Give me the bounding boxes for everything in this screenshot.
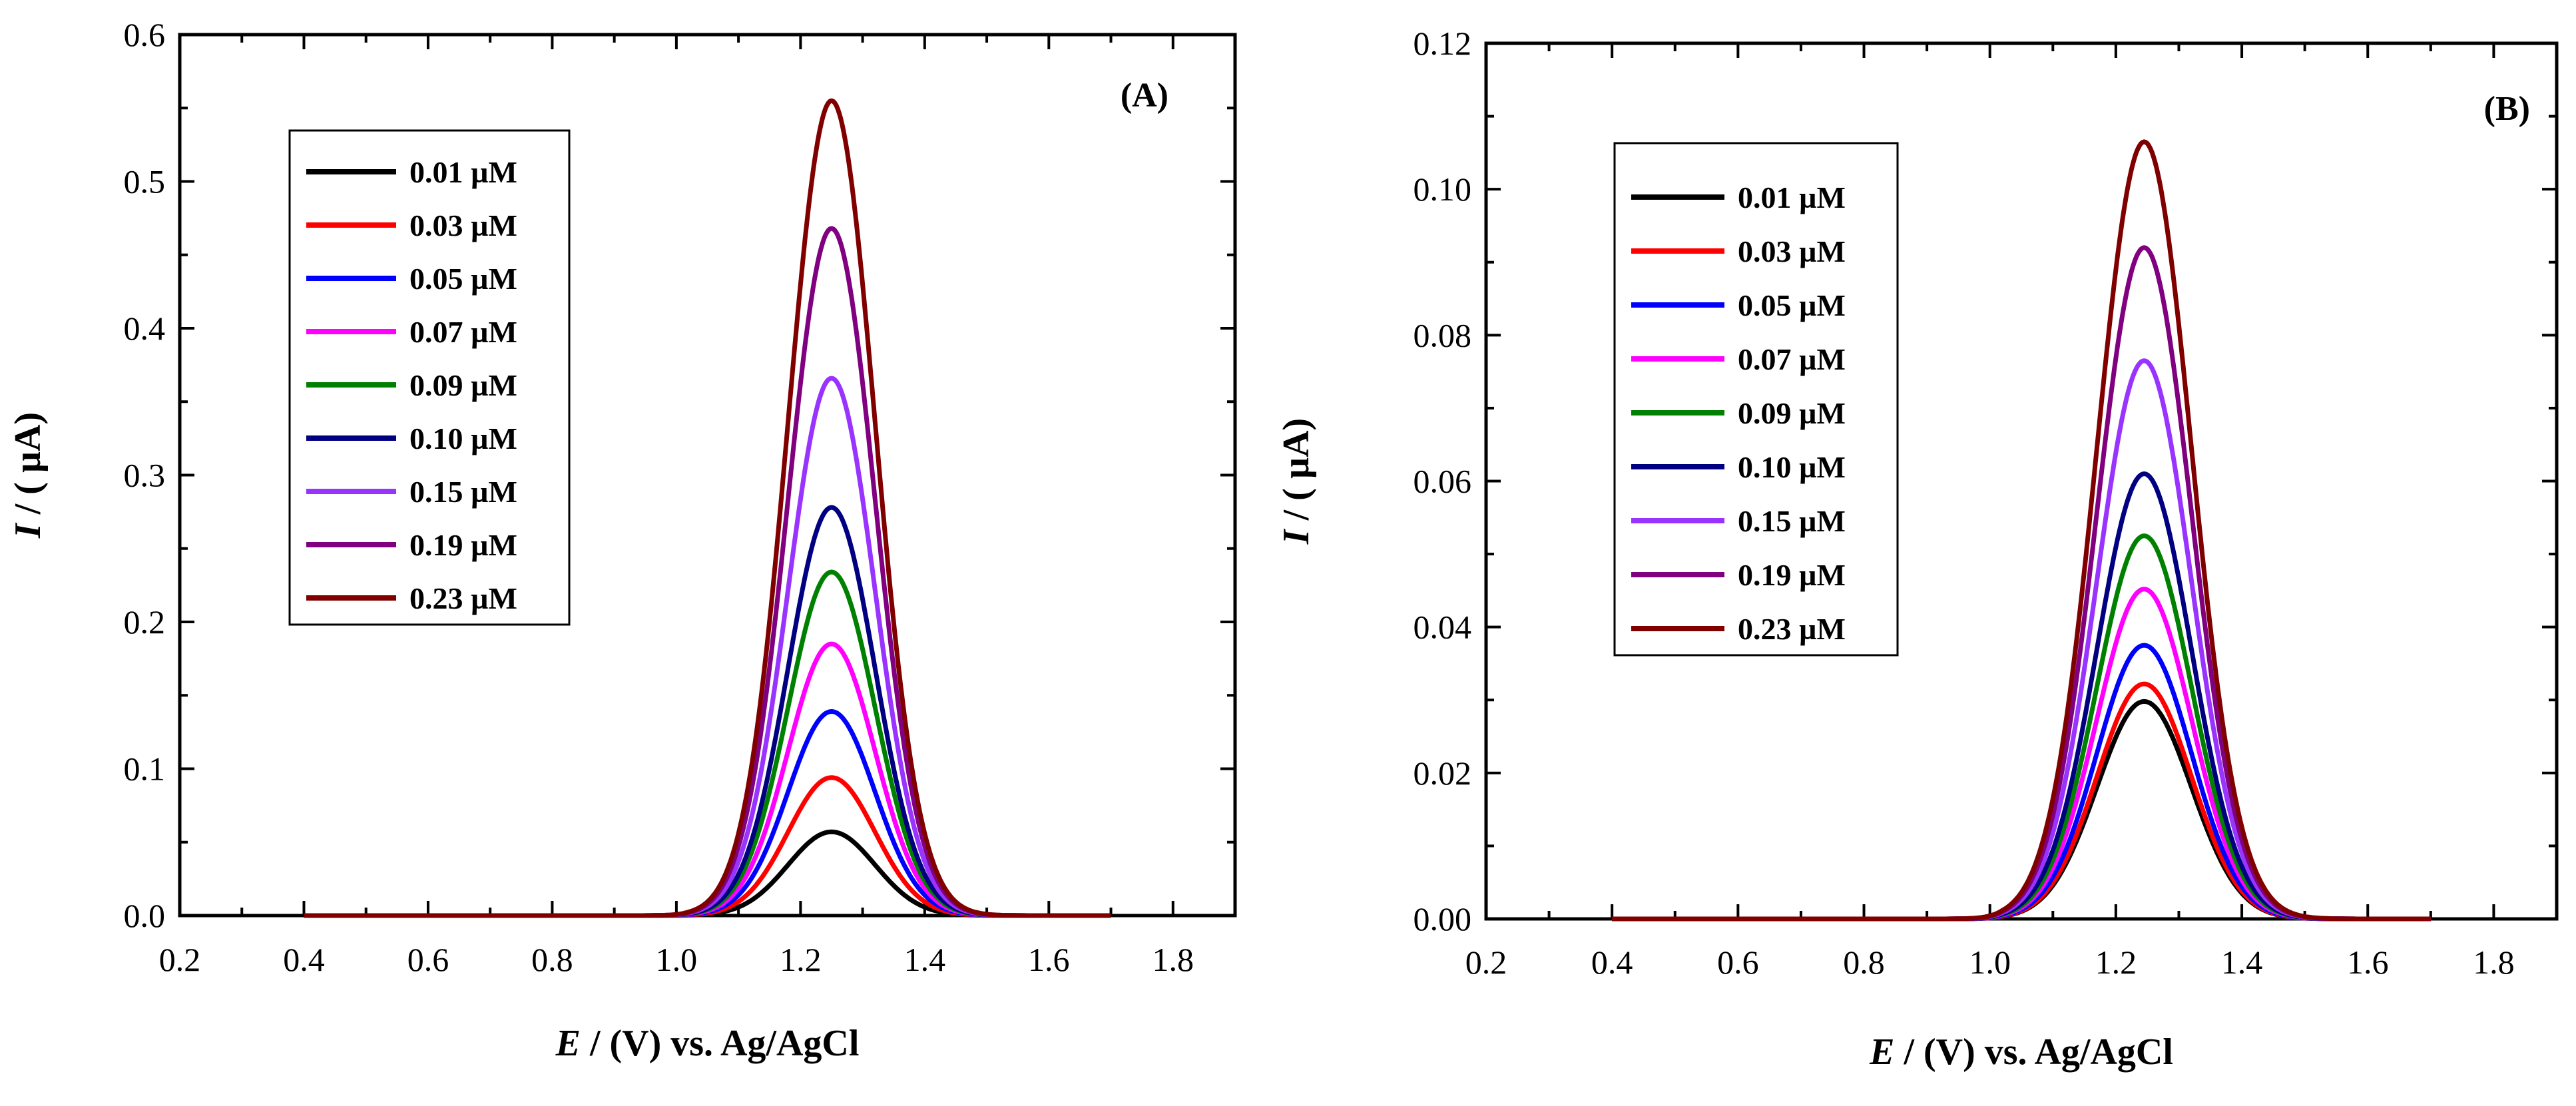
y-tick-label-b: 0.08 bbox=[1414, 316, 1472, 354]
y-axis-label-b: I / ( µA) bbox=[1276, 418, 1317, 545]
x-tick-label-b: 0.2 bbox=[1465, 944, 1507, 981]
legend-label-a-5: 0.10 µM bbox=[409, 421, 517, 455]
legend-label-b-2: 0.05 µM bbox=[1738, 288, 1846, 322]
x-tick-label-a: 0.8 bbox=[531, 941, 573, 978]
x-axis-label-rest-b: / (V) vs. Ag/AgCl bbox=[1894, 1031, 2173, 1073]
x-tick-label-b: 1.0 bbox=[1969, 944, 2011, 981]
y-tick-label-a: 0.4 bbox=[124, 310, 166, 347]
y-axis-label-a: I / ( µA) bbox=[7, 412, 49, 539]
x-tick-label-a: 0.6 bbox=[407, 941, 449, 978]
x-tick-label-a: 1.2 bbox=[780, 941, 822, 978]
x-axis-label-b: E / (V) vs. Ag/AgCl bbox=[1869, 1031, 2173, 1073]
series-line-a-8 bbox=[303, 98, 1112, 918]
x-tick-label-b: 1.2 bbox=[2095, 944, 2137, 981]
x-tick-label-a: 0.4 bbox=[283, 941, 325, 978]
x-tick-label-b: 0.4 bbox=[1591, 944, 1633, 981]
y-tick-label-b: 0.00 bbox=[1414, 900, 1472, 938]
x-axis-label-italic-b: E bbox=[1869, 1031, 1894, 1073]
y-tick-label-b: 0.10 bbox=[1414, 170, 1472, 208]
y-tick-label-a: 0.0 bbox=[124, 897, 166, 934]
y-axis-label-rest-b: / ( µA) bbox=[1276, 418, 1317, 530]
legend-label-a-4: 0.09 µM bbox=[409, 368, 517, 402]
legend-label-b-7: 0.19 µM bbox=[1738, 558, 1846, 592]
series-line-a-1 bbox=[303, 775, 1112, 918]
x-axis-label-a: E / (V) vs. Ag/AgCl bbox=[555, 1023, 860, 1064]
legend-label-b-0: 0.01 µM bbox=[1738, 180, 1846, 214]
legend-label-a-6: 0.15 µM bbox=[409, 475, 517, 509]
x-tick-label-a: 1.4 bbox=[904, 941, 946, 978]
x-axis-label-italic-a: E bbox=[555, 1023, 581, 1064]
series-line-b-1 bbox=[1611, 681, 2432, 922]
y-axis-label-italic-a: I bbox=[7, 522, 49, 539]
x-tick-label-b: 0.8 bbox=[1843, 944, 1885, 981]
legend-label-a-2: 0.05 µM bbox=[409, 262, 517, 296]
series-line-b-0 bbox=[1611, 698, 2432, 922]
y-axis-label-rest-a: / ( µA) bbox=[7, 412, 49, 524]
series-line-a-3 bbox=[303, 641, 1112, 918]
y-tick-label-b: 0.02 bbox=[1414, 754, 1472, 792]
legend-label-a-3: 0.07 µM bbox=[409, 315, 517, 349]
x-tick-label-a: 0.2 bbox=[159, 941, 201, 978]
x-tick-label-b: 0.6 bbox=[1717, 944, 1759, 981]
legend-label-a-8: 0.23 µM bbox=[409, 581, 517, 615]
y-tick-label-a: 0.1 bbox=[124, 750, 166, 788]
y-tick-label-a: 0.5 bbox=[124, 163, 166, 200]
x-tick-label-a: 1.6 bbox=[1028, 941, 1070, 978]
legend-label-b-5: 0.10 µM bbox=[1738, 450, 1846, 484]
legend-label-b-8: 0.23 µM bbox=[1738, 612, 1846, 646]
x-tick-label-b: 1.8 bbox=[2473, 944, 2515, 981]
panel-label-b: (B) bbox=[2484, 90, 2530, 128]
y-tick-label-a: 0.2 bbox=[124, 603, 166, 641]
y-tick-label-a: 0.6 bbox=[124, 16, 166, 53]
y-tick-label-a: 0.3 bbox=[124, 457, 166, 494]
series-line-a-2 bbox=[303, 709, 1112, 918]
y-tick-label-b: 0.04 bbox=[1414, 609, 1472, 646]
chart-a: 0.2 0.4 0.6 0.8 1.0 1.2 1.4 1.6 1.8 0.0 0.1 0.2 0.3 0… bbox=[7, 16, 1237, 1064]
legend-box-b bbox=[1613, 142, 1899, 657]
x-tick-label-b: 1.6 bbox=[2347, 944, 2389, 981]
y-axis-label-italic-b: I bbox=[1276, 528, 1317, 545]
x-tick-label-b: 1.4 bbox=[2221, 944, 2263, 981]
x-tick-label-a: 1.0 bbox=[656, 941, 698, 978]
y-tick-label-b: 0.06 bbox=[1414, 463, 1472, 500]
legend-label-b-1: 0.03 µM bbox=[1738, 234, 1846, 268]
series-line-b-2 bbox=[1611, 643, 2432, 922]
legend-label-a-0: 0.01 µM bbox=[409, 155, 517, 189]
legend-label-a-1: 0.03 µM bbox=[409, 208, 517, 242]
y-tick-label-b: 0.12 bbox=[1414, 25, 1472, 62]
legend-label-b-3: 0.07 µM bbox=[1738, 342, 1846, 376]
legend-label-b-6: 0.15 µM bbox=[1738, 504, 1846, 538]
x-axis-label-rest-a: / (V) vs. Ag/AgCl bbox=[581, 1023, 859, 1064]
legend-label-a-7: 0.19 µM bbox=[409, 528, 517, 562]
series-line-b-8 bbox=[1611, 139, 2432, 922]
x-tick-label-a: 1.8 bbox=[1153, 941, 1194, 978]
legend-label-b-4: 0.09 µM bbox=[1738, 396, 1846, 430]
chart-b: 0.2 0.4 0.6 0.8 1.0 1.2 1.4 1.6 1.8 0.00 0.02 0.04 0… bbox=[1276, 25, 2559, 1073]
panel-label-a: (A) bbox=[1121, 77, 1168, 115]
